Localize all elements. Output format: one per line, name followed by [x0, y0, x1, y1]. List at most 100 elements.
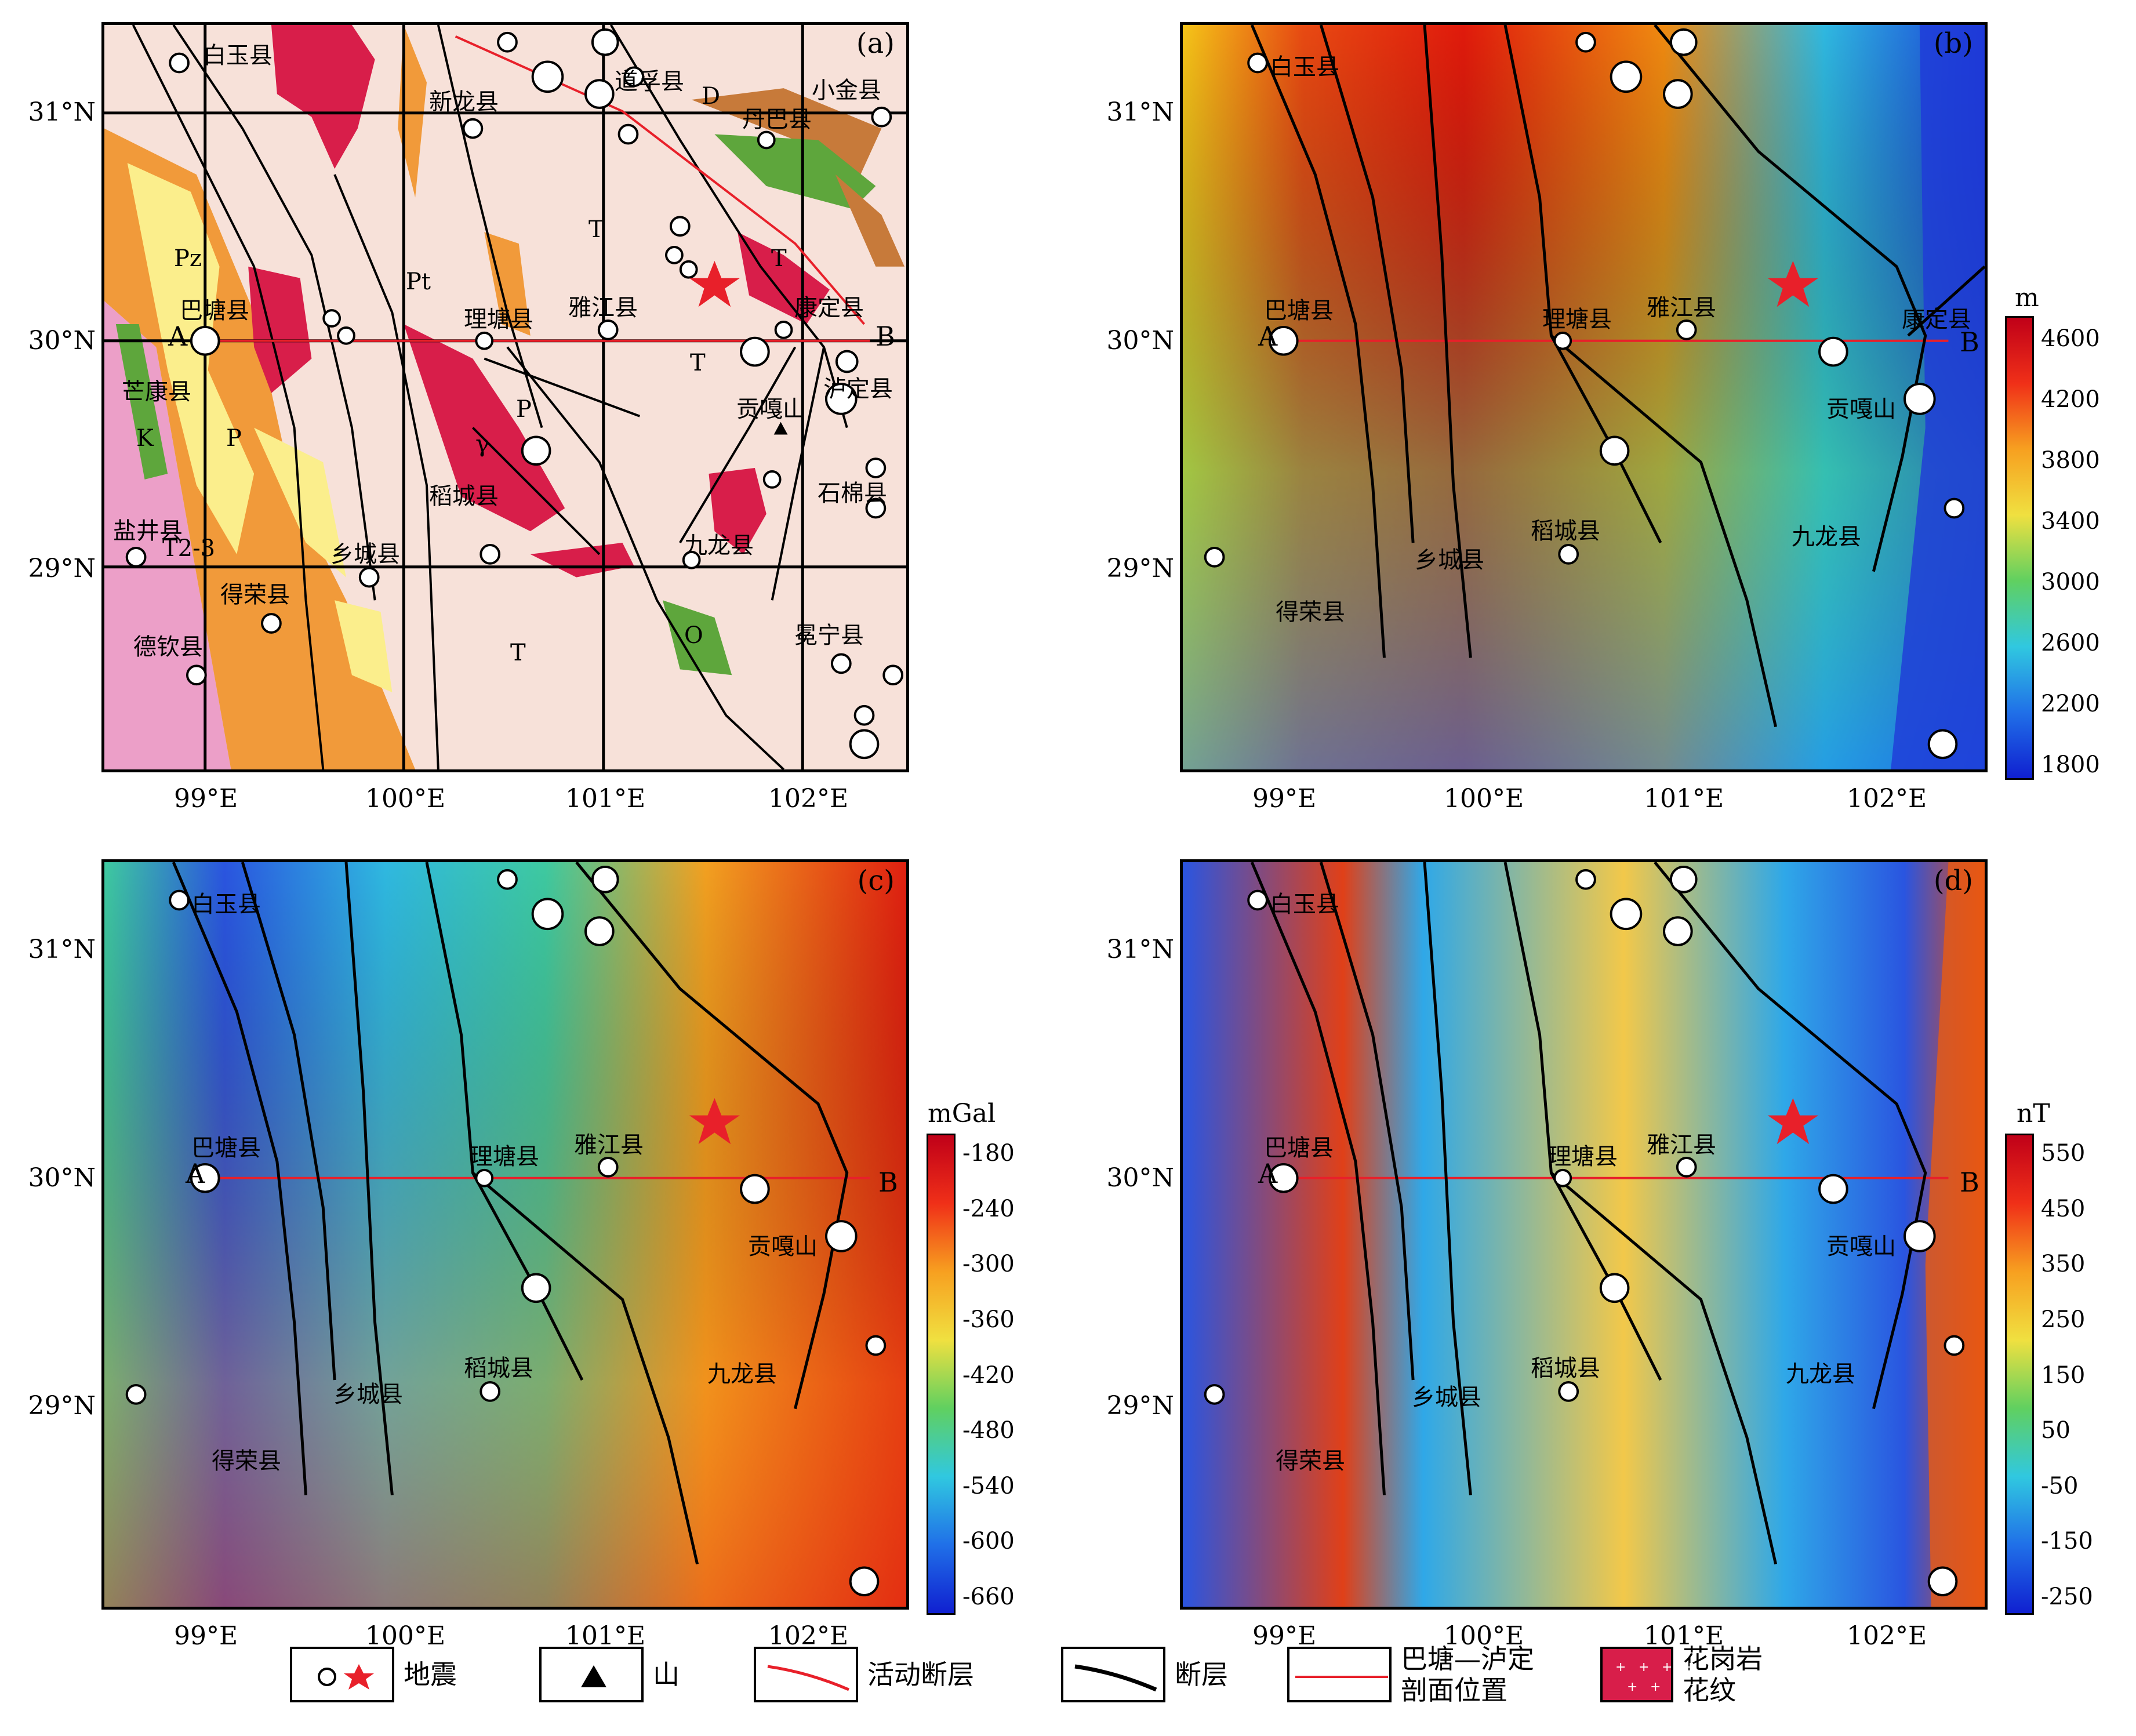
place-derong: 得荣县: [212, 1448, 281, 1474]
svg-text:+: +: [1639, 1660, 1649, 1675]
x-tick-99e: 99°E: [1252, 1621, 1317, 1651]
y-tick-29n: 29°N: [28, 1391, 96, 1421]
y-tick-31n: 31°N: [1106, 97, 1175, 127]
colorbar-tick-label: -360: [962, 1306, 1015, 1333]
colorbar-tick-label: 2200: [2041, 691, 2100, 717]
legend-label: 活动断层: [867, 1659, 974, 1690]
colorbar-tick-label: -240: [962, 1195, 1015, 1222]
unit-o: O: [684, 622, 703, 649]
place-litang: 理塘县: [470, 1143, 539, 1170]
unit-d: D: [702, 83, 721, 110]
place-daocheng: 稻城县: [429, 483, 499, 510]
x-tick-102e: 102°E: [1847, 784, 1927, 813]
colorbar-tick-label: 50: [2041, 1417, 2070, 1444]
svg-text:+: +: [1627, 1680, 1637, 1694]
colorbar-tick-label: -600: [962, 1528, 1015, 1555]
legend-fault: 断层: [1061, 1646, 1228, 1704]
place-xiangcheng: 乡城县: [1415, 547, 1484, 573]
mountain-icon: [539, 1647, 644, 1702]
magnetic-colorbar: [2005, 1134, 2034, 1615]
colorbar-tick-label: -420: [962, 1361, 1015, 1389]
colorbar-tick-label: -180: [962, 1140, 1015, 1167]
place-baiyu: 白玉县: [203, 42, 273, 69]
place-mangkang: 芒康县: [122, 379, 191, 405]
colorbar-tick-label: 450: [2041, 1195, 2086, 1222]
map-legend: 地震 山 活动断层 断层 巴塘—泸定 剖面位置: [290, 1634, 1774, 1727]
place-batang: 巴塘县: [1264, 1135, 1334, 1161]
unit-gamma: γ: [475, 431, 489, 457]
colorbar-tick-label: 4200: [2041, 386, 2100, 413]
place-deqin: 德钦县: [133, 634, 203, 660]
panel-d-magnetic-map: (d) 白玉县 巴塘县 理塘县 雅江县 贡嘎山 稻城县 九龙县 乡城县 得荣县 …: [1180, 859, 1988, 1610]
svg-text:+: +: [1662, 1660, 1672, 1675]
x-tick-101e: 101°E: [565, 1621, 646, 1651]
place-yajiang: 雅江县: [568, 295, 638, 321]
place-yajiang: 雅江县: [1647, 295, 1716, 321]
profile-end-a: A: [168, 321, 188, 352]
panel-label: (b): [1933, 27, 1973, 60]
place-danba: 丹巴县: [742, 106, 812, 133]
colorbar-tick-label: 4600: [2041, 325, 2100, 352]
y-tick-29n: 29°N: [28, 554, 96, 583]
x-tick-102e: 102°E: [768, 1621, 849, 1651]
place-gongga: 贡嘎山: [748, 1233, 818, 1260]
place-daocheng: 稻城县: [464, 1355, 533, 1382]
x-tick-102e: 102°E: [1847, 1621, 1927, 1651]
profile-end-a: A: [186, 1158, 205, 1189]
profile-end-b: B: [878, 1167, 898, 1198]
place-mianning: 冕宁县: [794, 622, 864, 649]
legend-label: 断层: [1175, 1659, 1228, 1690]
place-jiulong: 九龙县: [707, 1361, 777, 1388]
place-derong: 得荣县: [220, 582, 290, 608]
legend-active-fault: 活动断层: [754, 1646, 974, 1704]
place-luding: 泸定县: [823, 376, 893, 402]
x-tick-101e: 101°E: [565, 784, 646, 813]
profile-end-b: B: [1960, 326, 1979, 358]
colorbar-tick-label: -300: [962, 1251, 1015, 1278]
place-yajiang: 雅江县: [1647, 1132, 1716, 1158]
unit-pt: Pt: [406, 268, 431, 295]
profile-end-a: A: [1258, 1158, 1278, 1189]
place-yajiang: 雅江县: [574, 1132, 644, 1158]
panel-label: (d): [1933, 865, 1973, 897]
colorbar-tick-label: -660: [962, 1584, 1015, 1610]
place-kangding: 康定县: [1902, 306, 1971, 333]
svg-text:+: +: [1685, 1660, 1695, 1675]
place-daofu: 道孚县: [615, 68, 684, 95]
legend-label: 山: [653, 1659, 680, 1690]
colorbar-unit: m: [2015, 283, 2039, 313]
unit-pz: Pz: [174, 245, 202, 272]
place-yanjing: 盐井县: [113, 518, 183, 544]
unit-k: K: [136, 425, 154, 452]
place-daocheng: 稻城县: [1531, 518, 1600, 544]
svg-text:+: +: [1615, 1660, 1626, 1675]
place-litang: 理塘县: [1548, 1143, 1618, 1170]
y-tick-30n: 30°N: [1106, 1163, 1175, 1193]
place-xiangcheng: 乡城县: [1412, 1384, 1481, 1411]
place-xiaojin: 小金县: [812, 77, 881, 104]
legend-mountain: 山: [539, 1646, 680, 1704]
panel-label: (a): [856, 27, 895, 60]
panel-c-gravity-map: (c) 白玉县 巴塘县 理塘县 雅江县 贡嘎山 稻城县 九龙县 乡城县 得荣县 …: [101, 859, 909, 1610]
x-tick-99e: 99°E: [174, 1621, 238, 1651]
place-jiulong: 九龙县: [1792, 524, 1861, 550]
profile-end-b: B: [1960, 1167, 1979, 1198]
place-litang: 理塘县: [1542, 306, 1612, 333]
svg-text:+: +: [1673, 1680, 1684, 1694]
fault-icon: [1061, 1647, 1165, 1702]
profile-end-a: A: [1258, 321, 1278, 352]
place-gongga: 贡嘎山: [1826, 396, 1896, 423]
x-tick-100e: 100°E: [365, 1621, 446, 1651]
x-tick-100e: 100°E: [1444, 1621, 1524, 1651]
unit-t-1: T: [589, 216, 604, 243]
legend-profile: 巴塘—泸定 剖面位置: [1287, 1643, 1534, 1706]
place-xiangcheng: 乡城县: [333, 1381, 403, 1408]
unit-t23: T2-3: [162, 535, 216, 562]
place-kangding: 康定县: [794, 295, 864, 321]
y-tick-31n: 31°N: [28, 97, 96, 127]
place-baiyu: 白玉县: [191, 891, 261, 918]
colorbar-tick-label: 2600: [2041, 630, 2100, 656]
panel-b-topography-map: (b) 白玉县 巴塘县 理塘县 雅江县 康定县 贡嘎山 稻城县 九龙县 乡城县 …: [1180, 22, 1988, 772]
x-tick-100e: 100°E: [1444, 784, 1524, 813]
y-tick-31n: 31°N: [1106, 935, 1175, 964]
